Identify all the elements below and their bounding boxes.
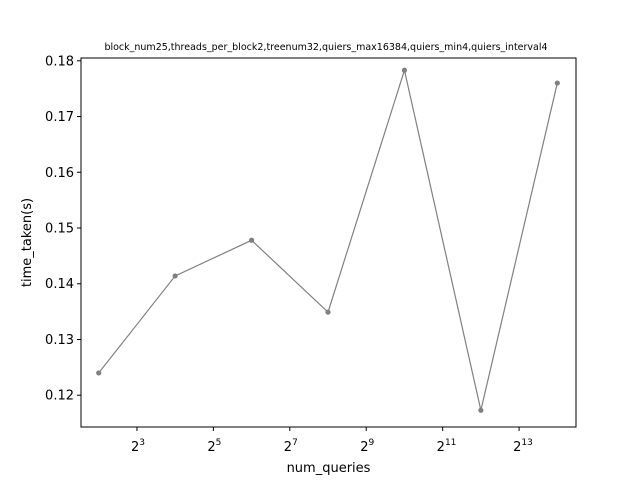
series-line xyxy=(98,67,558,411)
y-tick-label: 0.17 xyxy=(45,110,74,125)
data-point xyxy=(478,407,484,413)
x-tick-label: 29 xyxy=(360,438,374,455)
axis-ticks: 0.12 0.13 0.14 0.15 0.16 0.17 0.18 23 25 27 29 211 2… xyxy=(45,54,533,455)
y-tick-label: 0.12 xyxy=(45,389,74,404)
y-tick-label: 0.15 xyxy=(45,222,74,237)
x-tick-label: 25 xyxy=(207,438,221,455)
data-point xyxy=(325,309,331,315)
x-tick-label: 27 xyxy=(284,438,298,455)
y-axis-label: time_taken(s) xyxy=(20,198,35,287)
x-tick-label: 23 xyxy=(131,438,145,455)
x-tick-label: 211 xyxy=(437,438,457,455)
axes-frame xyxy=(80,57,577,428)
y-tick-label: 0.18 xyxy=(45,54,74,69)
data-point xyxy=(96,370,102,376)
plot-area xyxy=(96,67,560,413)
data-point xyxy=(248,237,255,243)
x-axis-label: num_queries xyxy=(287,461,371,476)
y-tick-label: 0.14 xyxy=(45,277,74,292)
data-point xyxy=(172,273,178,279)
data-point xyxy=(401,67,408,73)
y-tick-label: 0.13 xyxy=(45,333,74,348)
chart-title: block_num25,threads_per_block2,treenum32… xyxy=(104,42,547,53)
data-point xyxy=(554,80,560,86)
y-tick-label: 0.16 xyxy=(45,166,74,181)
x-tick-label: 213 xyxy=(513,438,533,455)
